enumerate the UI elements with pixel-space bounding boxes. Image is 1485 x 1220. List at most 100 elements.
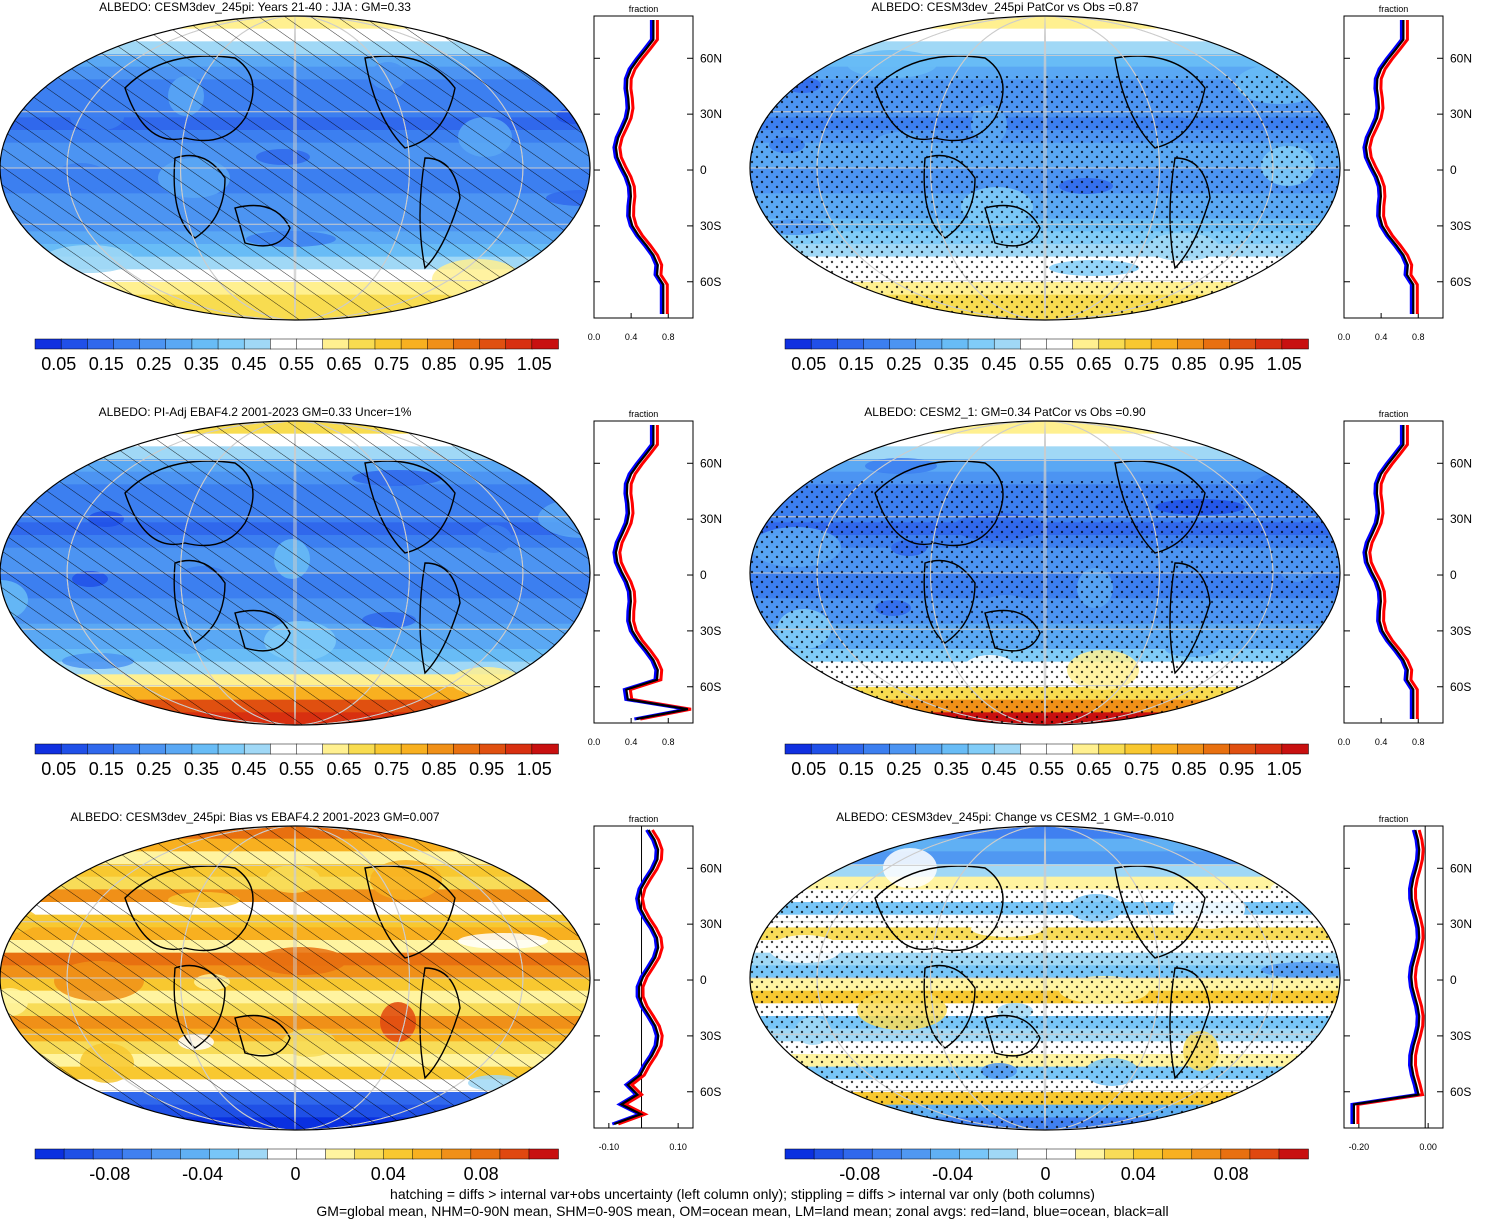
map-border: [749, 15, 1341, 321]
lat-label: 30S: [1450, 219, 1471, 233]
colorbar-label: 0.75: [1124, 759, 1159, 779]
zonal-tick-label: 0.8: [662, 332, 675, 342]
colorbar-label: -0.04: [182, 1164, 223, 1184]
colorbar-label: 0.55: [279, 354, 314, 374]
zonal-tick-label: -0.10: [599, 1142, 620, 1152]
colorbar-label: -0.04: [932, 1164, 973, 1184]
lat-label: 0: [700, 568, 707, 582]
panel-6: ALBEDO: CESM3dev_245pi: Change vs CESM2_…: [749, 810, 1472, 1184]
lat-label: 0: [1450, 568, 1457, 582]
colorbar-label: 0.65: [327, 759, 362, 779]
panel-title: ALBEDO: CESM3dev_245pi: Change vs CESM2_…: [836, 810, 1174, 824]
colorbar-label: 1.05: [517, 354, 552, 374]
world-map: [0, 16, 590, 320]
colorbar-label: -0.08: [89, 1164, 130, 1184]
panel-title: ALBEDO: CESM3dev_245pi: Years 21-40 : JJ…: [99, 0, 411, 14]
zonal-tick-label: 0.0: [1338, 332, 1351, 342]
lat-label: 0: [1450, 163, 1457, 177]
zonal-tick-label: -0.20: [1349, 1142, 1370, 1152]
colorbar-label: 0.05: [41, 354, 76, 374]
colorbar-label: 0.35: [934, 759, 969, 779]
colorbar-label: 0.85: [422, 759, 457, 779]
zonal-all-line: [614, 20, 665, 314]
colorbar-label: 0.15: [839, 759, 874, 779]
lat-label: 0: [700, 163, 707, 177]
colorbar-label: 0.55: [1029, 759, 1064, 779]
zonal-header: fraction: [1379, 409, 1409, 419]
panel-2: ALBEDO: CESM3dev_245pi PatCor vs Obs =0.…: [749, 0, 1472, 374]
zonal-mean-plot: fraction 60N 30N 0 30S 60S 0.0 0.4 0.8: [1338, 4, 1472, 342]
zonal-ocean-line: [1350, 829, 1419, 1124]
lat-label: 30S: [700, 1029, 721, 1043]
colorbar-label: -0.08: [839, 1164, 880, 1184]
colorbar-label: 0.35: [184, 759, 219, 779]
map-border: [749, 420, 1341, 726]
zonal-tick-label: 0.8: [1412, 737, 1425, 747]
zonal-ocean-line: [612, 425, 687, 721]
colorbar-label: 0.65: [1077, 759, 1112, 779]
colorbar-label: 0.35: [934, 354, 969, 374]
colorbar: -0.08 -0.04 0 0.04 0.08: [784, 1148, 1309, 1184]
colorbar-label: 0.75: [374, 759, 409, 779]
lat-label: 60N: [1450, 456, 1472, 470]
colorbar-label: 0.45: [981, 759, 1016, 779]
colorbar-label: 0.08: [464, 1164, 499, 1184]
colorbar-label: 0.15: [839, 354, 874, 374]
lat-label: 30N: [700, 512, 722, 526]
colorbar-label: 0.85: [1172, 759, 1207, 779]
world-map: [750, 16, 1340, 320]
panel-title: ALBEDO: CESM3dev_245pi: Bias vs EBAF4.2 …: [70, 810, 440, 824]
lat-label: 0: [700, 973, 707, 987]
zonal-land-line: [617, 829, 664, 1126]
colorbar-label: 0.25: [136, 354, 171, 374]
lat-label: 30N: [1450, 917, 1472, 931]
colorbar-label: 0.95: [1219, 354, 1254, 374]
zonal-all-line: [1364, 20, 1415, 314]
zonal-header: fraction: [1379, 4, 1409, 14]
lat-label: 60S: [1450, 275, 1471, 289]
footer-note-definitions: GM=global mean, NHM=0-90N mean, SHM=0-90…: [316, 1203, 1169, 1219]
colorbar-label: 0.15: [89, 354, 124, 374]
colorbar-label: 0.08: [1214, 1164, 1249, 1184]
zonal-header: fraction: [1379, 814, 1409, 824]
colorbar-label: 0.05: [41, 759, 76, 779]
footer-note-hatching: hatching = diffs > internal var+obs unce…: [390, 1186, 1095, 1202]
lat-label: 0: [1450, 973, 1457, 987]
colorbar-label: 0.05: [791, 759, 826, 779]
lat-label: 30S: [700, 624, 721, 638]
zonal-header: fraction: [629, 409, 659, 419]
colorbar-label: 0.25: [136, 759, 171, 779]
colorbar-label: 1.05: [517, 759, 552, 779]
lat-label: 30N: [1450, 107, 1472, 121]
zonal-land-line: [1356, 829, 1425, 1124]
zonal-all-line: [614, 425, 689, 721]
colorbar-label: 0.75: [374, 354, 409, 374]
colorbar: 0.05 0.15 0.25 0.35 0.45 0.55 0.65 0.75 0.85 0.95…: [784, 338, 1309, 374]
colorbar-label: 0.85: [422, 354, 457, 374]
zonal-mean-plot: fraction 60N 30N 0 30S 60S 0.0 0.4 0.8: [588, 4, 722, 342]
map-border: [0, 420, 591, 726]
zonal-tick-label: 0.4: [1375, 737, 1388, 747]
lat-label: 60N: [1450, 51, 1472, 65]
zonal-tick-label: 0.0: [588, 737, 601, 747]
lat-label: 30S: [1450, 624, 1471, 638]
zonal-tick-label: 0.0: [1338, 737, 1351, 747]
map-border: [0, 825, 591, 1131]
colorbar-label: 0.35: [184, 354, 219, 374]
colorbar-label: 0.55: [1029, 354, 1064, 374]
colorbar-label: 0.15: [89, 759, 124, 779]
zonal-tick-label: 0.4: [625, 332, 638, 342]
colorbar-label: 0.65: [327, 354, 362, 374]
map-border: [0, 15, 591, 321]
zonal-header: fraction: [629, 814, 659, 824]
colorbar-label: 0.65: [1077, 354, 1112, 374]
colorbar: -0.08 -0.04 0 0.04 0.08: [34, 1148, 559, 1184]
zonal-land-line: [1368, 425, 1419, 719]
lat-label: 60N: [700, 456, 722, 470]
map-border: [749, 825, 1341, 1131]
lat-label: 30N: [700, 107, 722, 121]
colorbar: 0.05 0.15 0.25 0.35 0.45 0.55 0.65 0.75 0.85 0.95…: [784, 743, 1309, 779]
panel-1: ALBEDO: CESM3dev_245pi: Years 21-40 : JJ…: [0, 0, 722, 374]
lat-label: 30S: [700, 219, 721, 233]
panel-title: ALBEDO: PI-Adj EBAF4.2 2001-2023 GM=0.33…: [99, 405, 412, 419]
